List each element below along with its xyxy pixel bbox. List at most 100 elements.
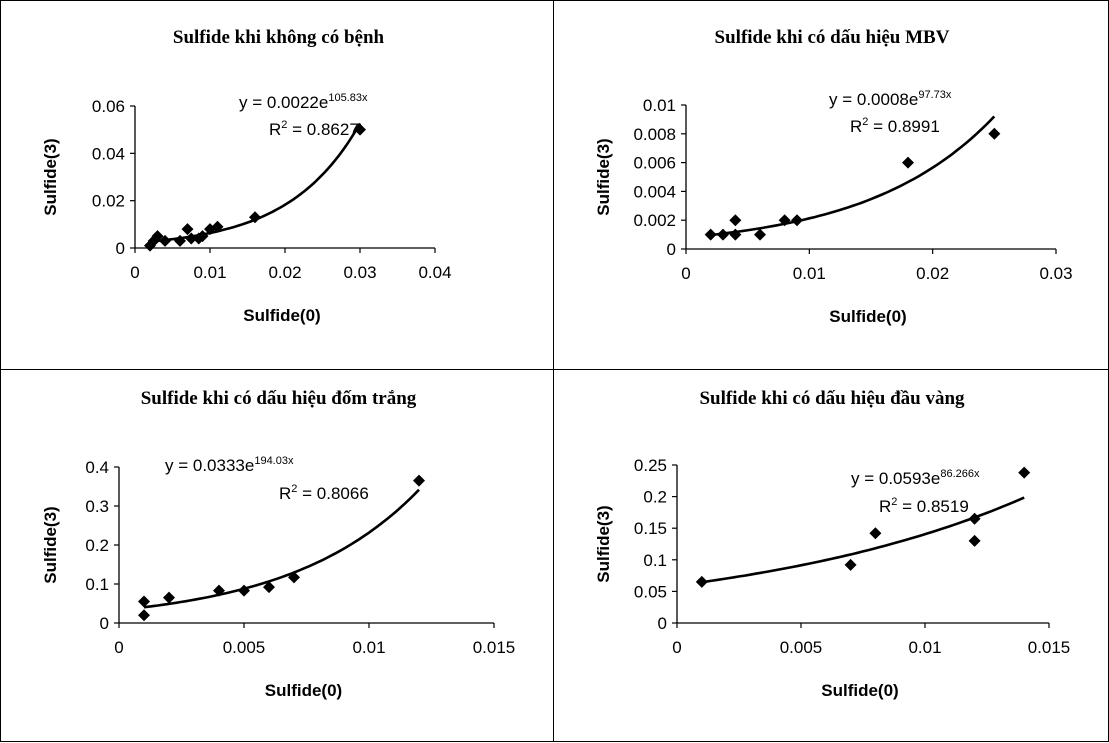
data-point xyxy=(181,223,194,236)
trend-equation-base: y = 0.0022e xyxy=(239,93,328,112)
chart-panel-white-spot: Sulfide khi có dấu hiệu đốm trắng 0 0.1 0.2… xyxy=(0,369,555,742)
y-tick-label: 0.1 xyxy=(85,575,109,594)
y-axis-label: Sulfide(3) xyxy=(594,138,613,215)
data-point xyxy=(844,558,857,571)
data-point xyxy=(213,584,225,597)
x-tick-label: 0 xyxy=(681,264,690,283)
data-point xyxy=(138,595,150,608)
trend-equation: y = 0.0333e194.03x xyxy=(165,455,294,475)
trendline xyxy=(710,115,996,237)
r-squared: R2 = 0.8627 xyxy=(269,119,359,139)
chart-title: Sulfide khi có dấu hiệu MBV xyxy=(715,27,950,48)
x-tick-label: 0.02 xyxy=(916,264,949,283)
x-tick-label: 0.04 xyxy=(418,263,451,282)
data-point xyxy=(151,230,164,243)
trend-equation-exponent: 105.83x xyxy=(328,92,368,104)
chart-svg-no-disease: Sulfide khi không có bệnh 0 0.02 0.04 0.06 0 0… xyxy=(41,27,452,325)
x-axis-label: Sulfide(0) xyxy=(243,306,320,325)
y-tick-label: 0.04 xyxy=(92,144,125,163)
data-point xyxy=(238,584,250,597)
r-squared-power: 2 xyxy=(291,483,297,495)
x-tick-label: 0.01 xyxy=(193,263,226,282)
x-tick-label: 0.005 xyxy=(780,638,823,657)
chart-panel-no-disease: Sulfide khi không có bệnh 0 0.02 0.04 0.06 0 0… xyxy=(0,0,555,371)
data-point xyxy=(729,214,742,227)
data-point xyxy=(196,230,209,243)
data-point xyxy=(211,220,224,233)
y-tick-label: 0.15 xyxy=(634,519,667,538)
x-tick-label: 0 xyxy=(130,263,139,282)
trend-equation-base: y = 0.0593e xyxy=(851,469,940,488)
x-tick-label: 0.015 xyxy=(473,638,516,657)
x-tick-label: 0 xyxy=(672,638,681,657)
x-tick-label: 0 xyxy=(114,638,123,657)
data-point xyxy=(968,534,981,547)
data-point xyxy=(754,228,766,241)
trendline xyxy=(149,122,362,243)
y-tick-label: 0.06 xyxy=(92,97,125,116)
y-axis-label: Sulfide(3) xyxy=(41,138,60,215)
chart-panel-mbv: Sulfide khi có dấu hiệu MBV 0 0.002 0.004 0.… xyxy=(553,0,1109,371)
data-point xyxy=(729,228,742,241)
y-tick-label: 0.4 xyxy=(85,458,109,477)
x-tick-label: 0.01 xyxy=(908,638,941,657)
r-squared-symbol: R xyxy=(269,120,281,139)
data-point xyxy=(717,228,729,241)
chart-svg-white-spot: Sulfide khi có dấu hiệu đốm trắng 0 0.1 0.2… xyxy=(41,388,516,700)
data-point xyxy=(288,571,300,584)
chart-title: Sulfide khi có dấu hiệu đốm trắng xyxy=(141,388,417,409)
data-point xyxy=(778,214,791,227)
trend-equation-base: y = 0.0333e xyxy=(165,456,254,475)
chart-svg-mbv: Sulfide khi có dấu hiệu MBV 0 0.002 0.004 0.… xyxy=(594,27,1073,326)
data-point xyxy=(791,214,803,227)
trend-equation: y = 0.0022e105.83x xyxy=(239,92,368,112)
trendline xyxy=(143,488,420,609)
r-squared-value: = 0.8519 xyxy=(897,497,968,516)
y-tick-label: 0.2 xyxy=(85,536,109,555)
x-axis-label: Sulfide(0) xyxy=(821,681,898,700)
chart-title: Sulfide khi không có bệnh xyxy=(173,27,385,48)
r-squared: R2 = 0.8519 xyxy=(879,496,969,516)
data-point xyxy=(704,228,717,241)
data-point xyxy=(174,234,186,247)
x-tick-label: 0.01 xyxy=(352,638,385,657)
y-axis-label: Sulfide(3) xyxy=(41,506,60,583)
y-tick-label: 0.002 xyxy=(633,211,676,230)
chart-svg-yellow-head: Sulfide khi có dấu hiệu đầu vàng 0 0.05 0.1… xyxy=(594,388,1071,700)
x-axis-label: Sulfide(0) xyxy=(829,307,906,326)
y-tick-label: 0.006 xyxy=(633,154,676,173)
data-point xyxy=(988,127,1001,140)
r-squared-symbol: R xyxy=(879,497,891,516)
data-point xyxy=(263,581,275,594)
x-tick-label: 0.005 xyxy=(223,638,266,657)
trend-equation-exponent: 97.73x xyxy=(918,89,952,101)
trend-equation-exponent: 86.266x xyxy=(940,468,980,480)
y-tick-label: 0.2 xyxy=(643,488,667,507)
r-squared-power: 2 xyxy=(862,116,868,128)
x-tick-label: 0.015 xyxy=(1028,638,1071,657)
data-point xyxy=(185,232,198,245)
data-point xyxy=(354,123,366,136)
data-point xyxy=(869,527,882,540)
y-tick-label: 0.25 xyxy=(634,456,667,475)
r-squared: R2 = 0.8991 xyxy=(850,116,940,136)
data-point xyxy=(163,591,175,604)
y-tick-label: 0.05 xyxy=(634,582,667,601)
r-squared-value: = 0.8627 xyxy=(287,120,358,139)
trend-equation-base: y = 0.0008e xyxy=(829,90,918,109)
chart-title: Sulfide khi có dấu hiệu đầu vàng xyxy=(699,388,965,409)
y-axis-label: Sulfide(3) xyxy=(594,505,613,582)
r-squared-symbol: R xyxy=(850,117,862,136)
y-tick-label: 0 xyxy=(116,239,125,258)
x-axis-label: Sulfide(0) xyxy=(265,681,342,700)
y-tick-label: 0.1 xyxy=(643,551,667,570)
y-tick-label: 0.3 xyxy=(85,497,109,516)
data-point xyxy=(902,156,914,169)
y-tick-label: 0 xyxy=(100,614,109,633)
r-squared-power: 2 xyxy=(891,496,897,508)
x-tick-label: 0.01 xyxy=(793,264,826,283)
r-squared-value: = 0.8991 xyxy=(868,117,939,136)
x-tick-label: 0.03 xyxy=(1039,264,1072,283)
trend-equation: y = 0.0008e97.73x xyxy=(829,89,952,109)
